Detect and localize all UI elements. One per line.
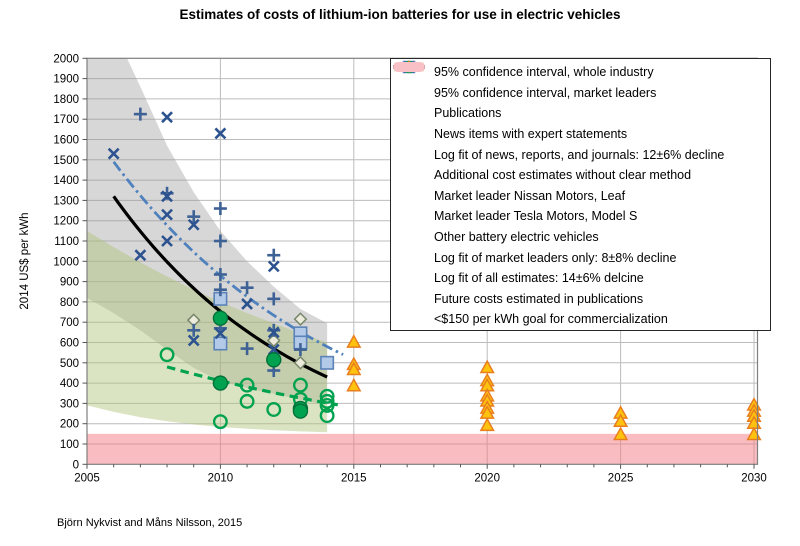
legend-item-label: <$150 per kWh goal for commercialization — [434, 312, 668, 327]
svg-text:300: 300 — [60, 398, 79, 410]
future-costs-marker-icon — [395, 60, 431, 307]
svg-text:2020: 2020 — [474, 472, 500, 484]
source-credit: Björn Nykvist and Måns Nilsson, 2015 — [57, 517, 243, 529]
legend-item: Log fit of market leaders only: 8±8% dec… — [393, 65, 766, 268]
legend-item-label: Log fit of market leaders only: 8±8% dec… — [434, 250, 677, 265]
axis-labels: 0 100 200 300 400 500 600 700 800 900 1000 1100 1200… — [53, 53, 766, 484]
legend-item-label: Market leader Nissan Motors, Leaf — [434, 188, 626, 203]
band-ci-market-leaders — [87, 230, 328, 433]
svg-text:1000: 1000 — [53, 256, 79, 268]
legend-item: 95% confidence interval, market leaders — [394, 62, 766, 104]
svg-text:2010: 2010 — [208, 472, 234, 484]
svg-text:1400: 1400 — [53, 175, 79, 187]
series-additional-estimates — [107, 111, 280, 356]
svg-text:2015: 2015 — [341, 472, 367, 484]
svg-text:2005: 2005 — [74, 472, 100, 484]
legend-item-label: Future costs estimated in publications — [434, 291, 644, 306]
chart-title: Estimates of costs of lithium-ion batter… — [179, 7, 621, 22]
legend-item: Market leader Tesla Motors, Model S — [395, 60, 766, 227]
tesla-model-s-marker-icon — [395, 60, 431, 224]
svg-text:2030: 2030 — [741, 472, 767, 484]
other-bev-marker-icon — [395, 61, 431, 245]
series-nissan-leaf — [212, 310, 309, 419]
series-future-costs — [346, 334, 762, 441]
svg-text:800: 800 — [60, 297, 79, 309]
legend-item: Log fit of all estimates: 14±6% delcine — [393, 65, 766, 289]
legend-item: Market leader Nissan Motors, Leaf — [395, 60, 766, 207]
legend-item-label: 95% confidence interval, whole industry — [434, 65, 654, 80]
legend-item-label: Other battery electric vehicles — [434, 230, 599, 245]
svg-text:1900: 1900 — [53, 74, 79, 86]
series-tesla-model-s — [159, 347, 335, 430]
legend-item-label: Additional cost estimates without clear … — [434, 168, 692, 183]
goal-band — [87, 433, 758, 465]
series-news-items — [213, 291, 335, 370]
svg-text:0: 0 — [73, 459, 79, 471]
y-axis-title: 2014 US$ per kWh — [19, 212, 31, 310]
nissan-leaf-marker-icon — [395, 60, 431, 204]
legend-item: 95% confidence interval, whole industry — [394, 62, 766, 83]
legend: 95% confidence interval, whole industry 9… — [390, 58, 771, 331]
svg-text:1500: 1500 — [53, 155, 79, 167]
svg-text:1800: 1800 — [53, 94, 79, 106]
goal-band-swatch-icon — [393, 62, 431, 327]
svg-text:600: 600 — [60, 338, 79, 350]
svg-text:1100: 1100 — [54, 236, 79, 248]
legend-item: Log fit of news, reports, and journals: … — [393, 65, 766, 165]
news-items-marker-icon — [395, 60, 431, 142]
leaders-fit-line-icon — [393, 65, 431, 266]
svg-text:2025: 2025 — [608, 472, 634, 484]
svg-text:100: 100 — [60, 439, 79, 451]
legend-item-label: Publications — [434, 106, 502, 121]
legend-item: News items with expert statements — [395, 60, 766, 145]
news-fit-line-icon — [393, 65, 431, 163]
all-fit-line-icon — [393, 65, 431, 286]
svg-text:2000: 2000 — [53, 53, 79, 65]
publications-marker-icon — [395, 61, 431, 121]
series-publications — [133, 107, 307, 378]
legend-item-label: Log fit of news, reports, and journals: … — [434, 147, 725, 162]
legend-item: Other battery electric vehicles — [395, 61, 766, 248]
axis-ticks — [82, 57, 755, 469]
svg-text:900: 900 — [60, 277, 79, 289]
svg-text:200: 200 — [60, 419, 79, 431]
legend-item-label: Log fit of all estimates: 14±6% delcine — [434, 271, 644, 286]
legend-item: Future costs estimated in publications — [395, 60, 766, 310]
legend-item: Additional cost estimates without clear … — [395, 61, 766, 186]
legend-item-label: News items with expert statements — [434, 127, 628, 142]
svg-text:400: 400 — [60, 378, 79, 390]
legend-item-label: Market leader Tesla Motors, Model S — [434, 209, 638, 224]
svg-text:700: 700 — [60, 317, 79, 329]
series-other-bev — [186, 312, 308, 370]
svg-text:1300: 1300 — [53, 195, 79, 207]
svg-text:1600: 1600 — [53, 135, 79, 147]
svg-text:1200: 1200 — [53, 216, 79, 228]
leaders-ci-swatch-icon — [394, 62, 431, 101]
band-ci-whole-industry — [87, 58, 328, 406]
legend-item: Publications — [395, 61, 766, 124]
svg-text:500: 500 — [60, 358, 79, 370]
legend-item-label: 95% confidence interval, market leaders — [434, 85, 657, 100]
svg-text:1700: 1700 — [53, 114, 79, 126]
additional-estimates-marker-icon — [395, 61, 431, 183]
legend-item: <$150 per kWh goal for commercialization — [393, 62, 766, 330]
